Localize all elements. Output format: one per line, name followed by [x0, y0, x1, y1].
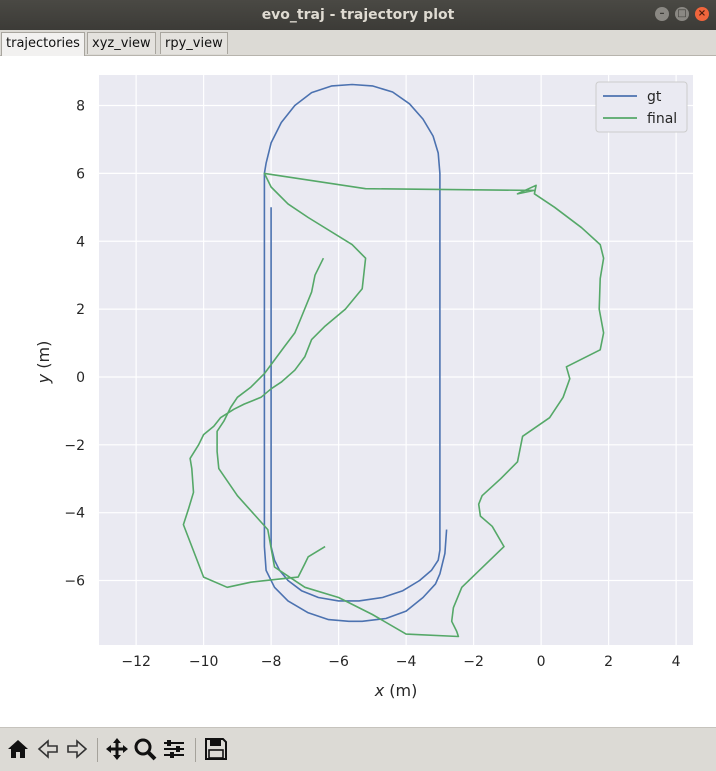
- home-icon[interactable]: [5, 736, 31, 762]
- trajectory-line-final: [182, 172, 605, 638]
- trajectory-lines: [182, 83, 605, 638]
- y-tick-label: −4: [64, 506, 85, 522]
- x-tick-label: −12: [121, 654, 151, 670]
- x-tick-label: 2: [604, 654, 613, 670]
- maximize-icon[interactable]: □: [675, 7, 689, 21]
- x-tick-label: −2: [463, 654, 484, 670]
- tab-xyz-view[interactable]: xyz_view: [87, 32, 156, 54]
- y-tick-label: 0: [76, 370, 85, 386]
- x-tick-label: −6: [328, 654, 349, 670]
- x-tick-label: 4: [672, 654, 681, 670]
- tick-labels: −12 −10 −8 −6 −4 −2 0 2 4 −6 −4 −2 0 2 4 6 8: [64, 99, 680, 670]
- y-tick-label: 8: [76, 99, 85, 115]
- legend: gt final: [595, 81, 688, 133]
- y-tick-label: 4: [76, 234, 85, 250]
- y-tick-label: −2: [64, 438, 85, 454]
- tab-bar: trajectories xyz_view rpy_view: [0, 30, 716, 56]
- pan-icon[interactable]: [104, 736, 130, 762]
- x-tick-label: 0: [537, 654, 546, 670]
- minimize-icon[interactable]: –: [655, 7, 669, 21]
- y-tick-label: −6: [64, 574, 85, 590]
- x-tick-label: −10: [189, 654, 219, 670]
- y-tick-label: 6: [76, 166, 85, 182]
- back-arrow-icon[interactable]: [35, 736, 61, 762]
- tab-rpy-view[interactable]: rpy_view: [160, 32, 228, 54]
- x-tick-label: −4: [396, 654, 417, 670]
- legend-label-final: final: [647, 111, 677, 127]
- navigation-toolbar: [0, 727, 716, 771]
- tab-trajectories[interactable]: trajectories: [1, 32, 85, 56]
- configure-subplots-icon[interactable]: [161, 736, 187, 762]
- zoom-icon[interactable]: [132, 736, 158, 762]
- forward-arrow-icon[interactable]: [64, 736, 90, 762]
- x-axis-label: x (m): [374, 681, 418, 700]
- toolbar-separator: [97, 738, 98, 762]
- axes-background: [99, 75, 693, 645]
- close-icon[interactable]: ×: [695, 7, 709, 21]
- legend-box: [595, 81, 688, 133]
- save-icon[interactable]: [203, 736, 229, 762]
- plot-canvas[interactable]: −12 −10 −8 −6 −4 −2 0 2 4 −6 −4 −2 0 2 4 6 8 x (m) y (m)…: [0, 56, 716, 727]
- legend-label-gt: gt: [647, 89, 662, 105]
- window-title: evo_traj - trajectory plot: [261, 7, 455, 23]
- y-tick-label: 2: [76, 302, 85, 318]
- window-titlebar: evo_traj - trajectory plot – □ ×: [0, 0, 716, 30]
- toolbar-separator: [195, 738, 196, 762]
- x-tick-label: −8: [261, 654, 282, 670]
- y-axis-label: y (m): [34, 341, 53, 385]
- trajectory-chart: −12 −10 −8 −6 −4 −2 0 2 4 −6 −4 −2 0 2 4 6 8 x (m) y (m)…: [34, 75, 693, 700]
